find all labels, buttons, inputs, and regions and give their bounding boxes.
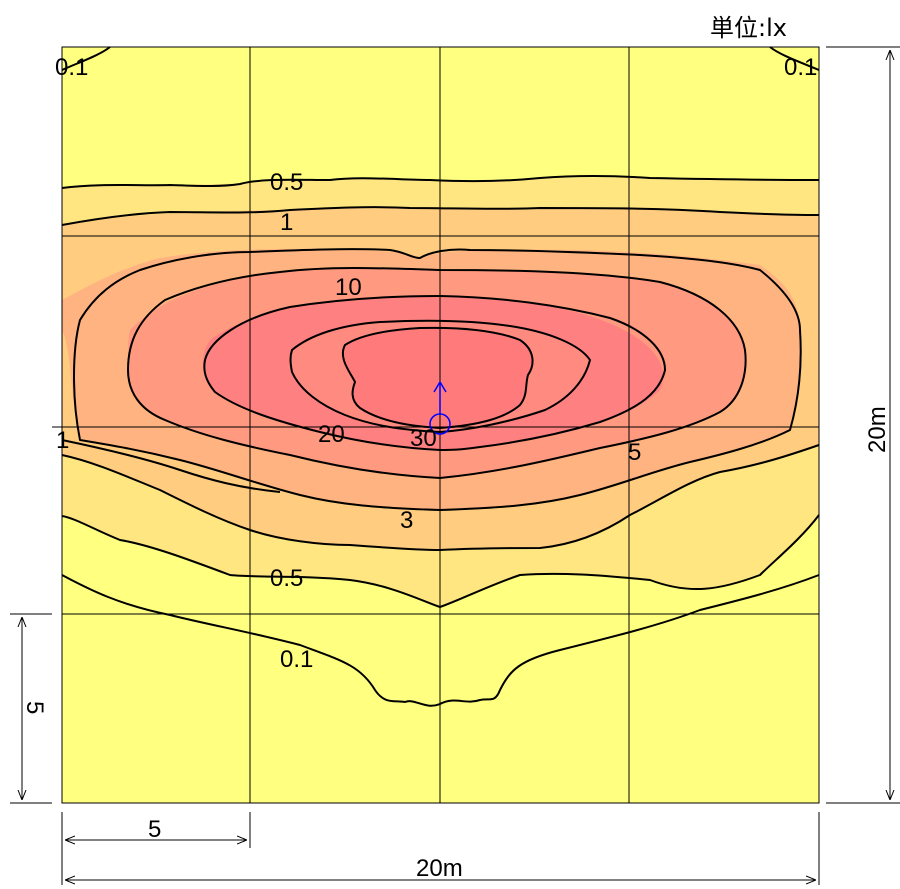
contour-label-3: 3 bbox=[400, 507, 413, 534]
contour-label-0.1-top-left: 0.1 bbox=[55, 54, 88, 81]
contour-label-10: 10 bbox=[335, 274, 362, 301]
plot-border bbox=[61, 46, 820, 804]
dimension-bottom-grid-label: 5 bbox=[148, 816, 161, 843]
contour-label-0.1-bottom: 0.1 bbox=[280, 646, 313, 673]
unit-label: 単位:lx bbox=[710, 14, 787, 42]
dimension-left-label: 5 bbox=[21, 701, 48, 714]
contour-3-outer bbox=[61, 444, 820, 551]
contour-label-0.1-top-right: 0.1 bbox=[784, 54, 817, 81]
contour-20-ring bbox=[203, 295, 666, 451]
contour-inner-ring bbox=[341, 326, 534, 429]
contour-0.5-bottom bbox=[61, 514, 820, 608]
contour-1-bottom bbox=[61, 439, 281, 493]
contour-label-20: 20 bbox=[318, 421, 345, 448]
contour-label-1-top: 1 bbox=[280, 209, 293, 236]
contour-0.5-top bbox=[61, 175, 820, 189]
contour-0.1-top-left bbox=[61, 46, 111, 71]
contour-1-top bbox=[61, 206, 820, 226]
band-30 bbox=[342, 327, 533, 428]
contour-10-ring bbox=[127, 267, 747, 479]
contour-30-ring bbox=[289, 319, 591, 433]
contour-0.1-top-right bbox=[769, 46, 820, 71]
dimension-right bbox=[826, 46, 900, 804]
dimension-right-label: 20m bbox=[864, 406, 891, 453]
contour-0.1-bottom bbox=[61, 574, 820, 707]
dimension-bottom-total-label: 20m bbox=[416, 855, 463, 882]
luminaire-position-icon bbox=[429, 380, 451, 435]
dimension-bottom-grid bbox=[61, 812, 820, 885]
contour-label-0.5-top: 0.5 bbox=[270, 169, 303, 196]
contour-lines bbox=[61, 46, 820, 707]
contour-label-30: 30 bbox=[410, 425, 437, 452]
contour-label-0.5-bottom: 0.5 bbox=[270, 565, 303, 592]
dimension-left bbox=[10, 613, 52, 804]
contour-label-1-left: 1 bbox=[56, 427, 69, 454]
grid-lines bbox=[52, 47, 819, 803]
contour-5-ring bbox=[73, 248, 802, 511]
contour-label-5: 5 bbox=[628, 439, 641, 466]
